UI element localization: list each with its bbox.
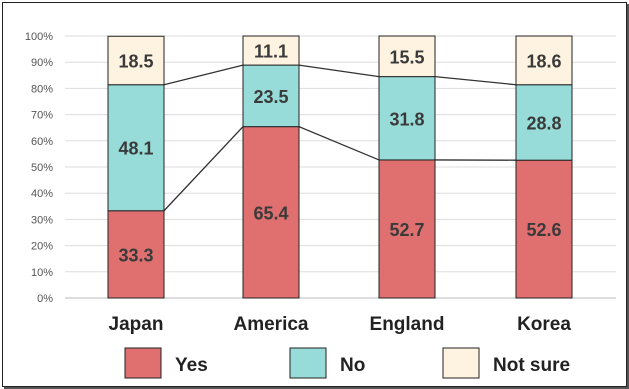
y-tick-label: 70% xyxy=(31,110,53,122)
legend: Yes No Not sure xyxy=(124,347,570,379)
data-label: 48.1 xyxy=(118,139,153,159)
y-tick-label: 40% xyxy=(31,188,53,200)
y-tick-label: 100% xyxy=(25,31,53,43)
data-label: 31.8 xyxy=(389,109,424,129)
bar-segment-not-sure xyxy=(242,35,300,66)
data-label: 15.5 xyxy=(389,47,424,67)
y-tick-label: 0% xyxy=(37,293,53,305)
connector-lines xyxy=(163,64,517,212)
connector-line xyxy=(434,75,517,86)
y-axis: 0% 10% 20% 30% 40% 50% 60% 70% 80% 90% 100% xyxy=(25,31,53,305)
legend-swatch xyxy=(442,347,480,379)
x-category-label: Korea xyxy=(517,314,571,335)
legend-label: Yes xyxy=(175,355,208,376)
x-category-label: England xyxy=(370,314,445,335)
legend-swatch xyxy=(124,347,162,379)
connector-line xyxy=(163,126,244,212)
x-category-label: Japan xyxy=(109,314,164,335)
data-label: 52.7 xyxy=(389,220,424,240)
bars: 33.3 48.1 18.5 65.4 23.5 11.1 52.7 31.8 15.5 52.6… xyxy=(107,35,573,299)
x-axis: Japan America England Korea xyxy=(109,314,572,335)
legend-label: No xyxy=(340,355,365,376)
data-label: 18.6 xyxy=(526,51,561,71)
bar-segment-not-sure xyxy=(107,35,165,86)
connector-line xyxy=(298,64,380,78)
data-label: 11.1 xyxy=(254,42,288,62)
bar-segment-yes xyxy=(107,210,165,299)
y-tick-label: 10% xyxy=(31,267,53,279)
data-label: 18.5 xyxy=(118,51,153,71)
legend-swatch xyxy=(289,347,327,379)
data-label: 52.6 xyxy=(526,220,561,240)
y-tick-label: 80% xyxy=(31,83,53,95)
bar-segment-yes xyxy=(242,126,300,299)
y-tick-label: 60% xyxy=(31,136,53,148)
data-label: 33.3 xyxy=(118,245,153,265)
connector-line xyxy=(163,64,244,86)
data-label: 28.8 xyxy=(526,113,561,133)
y-tick-label: 50% xyxy=(31,162,53,174)
stacked-bar-chart: 0% 10% 20% 30% 40% 50% 60% 70% 80% 90% 100% 33.3 48… xyxy=(25,31,616,379)
data-label: 65.4 xyxy=(253,203,288,223)
bar-segment-yes xyxy=(378,159,436,299)
data-label: 23.5 xyxy=(253,87,288,107)
bar-segment-yes xyxy=(515,159,573,299)
bar-segment-not-sure xyxy=(515,35,573,86)
bar-segment-no xyxy=(378,76,436,161)
y-tick-label: 90% xyxy=(31,57,53,69)
connector-line xyxy=(298,126,380,161)
x-category-label: America xyxy=(234,314,309,335)
legend-label: Not sure xyxy=(493,355,570,376)
y-tick-label: 20% xyxy=(31,241,53,253)
bar-segment-not-sure xyxy=(378,35,436,78)
y-tick-label: 30% xyxy=(31,214,53,226)
bar-segment-no xyxy=(107,84,165,212)
bar-segment-no xyxy=(515,84,573,161)
